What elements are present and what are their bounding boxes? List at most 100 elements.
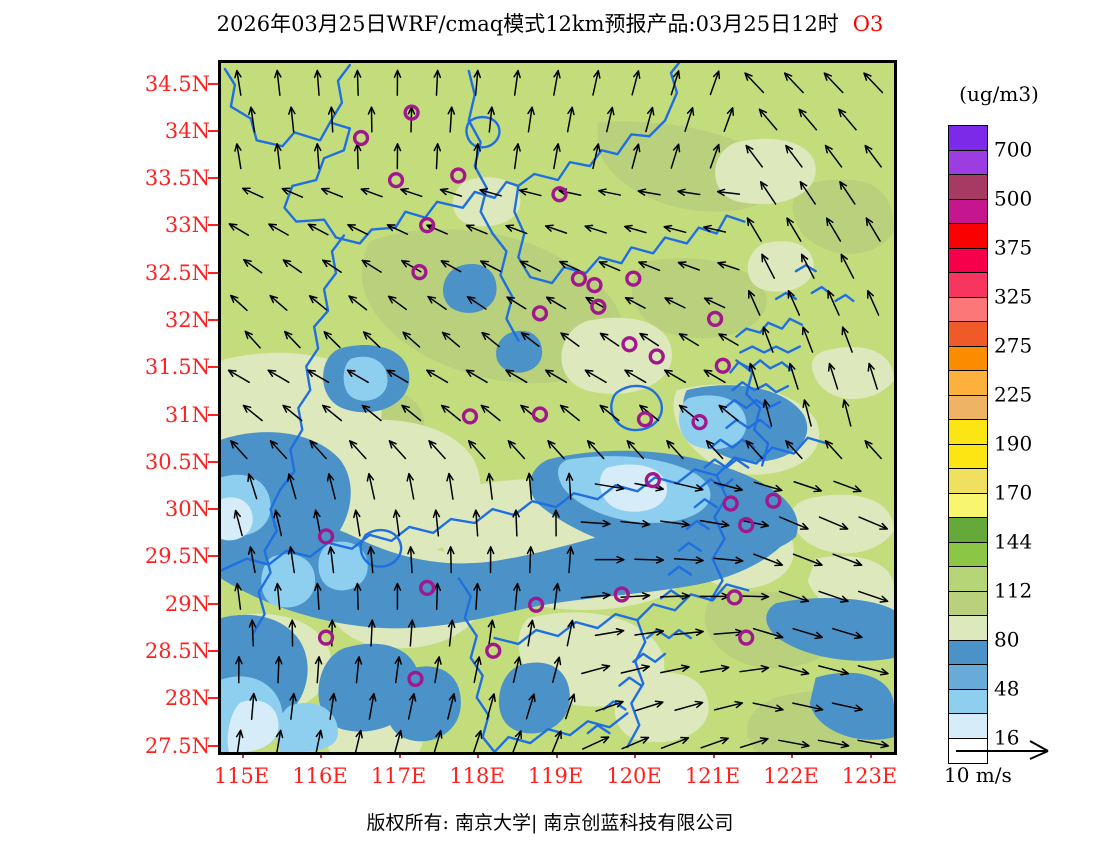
colorbar-cell[interactable] bbox=[949, 273, 987, 298]
station-marker[interactable] bbox=[648, 348, 665, 365]
colorbar[interactable] bbox=[948, 125, 988, 764]
colorbar-cell[interactable] bbox=[949, 689, 987, 714]
wind-arrow bbox=[353, 69, 362, 96]
colorbar-cell[interactable] bbox=[949, 518, 987, 543]
lon-tick-label: 121E bbox=[684, 764, 741, 788]
station-marker[interactable] bbox=[531, 406, 549, 423]
colorbar-cell[interactable] bbox=[949, 224, 987, 249]
wind-scale-reference: 10 m/s bbox=[944, 737, 1084, 797]
colorbar-cell[interactable] bbox=[949, 199, 987, 224]
wind-arrow bbox=[670, 143, 681, 169]
colorbar-cell[interactable] bbox=[949, 371, 987, 396]
wind-arrow bbox=[361, 259, 382, 273]
station-marker[interactable] bbox=[706, 310, 724, 328]
station-marker[interactable] bbox=[613, 586, 630, 603]
station-marker[interactable] bbox=[570, 270, 588, 287]
wind-arrow bbox=[865, 217, 881, 242]
wind-arrow bbox=[793, 481, 823, 493]
colorbar-cell[interactable] bbox=[949, 395, 987, 420]
wind-arrow bbox=[313, 143, 322, 170]
wind-arrow bbox=[526, 546, 535, 574]
colorbar-cell[interactable] bbox=[949, 616, 987, 641]
station-marker[interactable] bbox=[726, 589, 743, 606]
wind-arrow bbox=[505, 224, 528, 235]
colorbar-cell[interactable] bbox=[949, 665, 987, 690]
wind-arrow bbox=[739, 519, 770, 529]
map-plot-area[interactable] bbox=[218, 60, 897, 755]
station-marker[interactable] bbox=[527, 596, 545, 613]
wind-arrow bbox=[703, 297, 726, 309]
colorbar-cell[interactable] bbox=[949, 714, 987, 739]
station-marker[interactable] bbox=[411, 263, 428, 281]
colorbar-cell[interactable] bbox=[949, 444, 987, 469]
wind-arrow bbox=[792, 553, 823, 567]
colorbar-cell[interactable] bbox=[949, 493, 987, 518]
wind-arrow bbox=[631, 70, 641, 96]
station-marker[interactable] bbox=[450, 167, 467, 184]
station-marker[interactable] bbox=[419, 579, 436, 597]
station-marker[interactable] bbox=[644, 472, 661, 489]
station-marker[interactable] bbox=[419, 217, 436, 234]
wind-arrow bbox=[267, 369, 290, 384]
wind-arrow bbox=[281, 187, 304, 198]
wind-arrow bbox=[447, 693, 457, 720]
colorbar-cell[interactable] bbox=[949, 640, 987, 665]
wind-arrow bbox=[287, 546, 296, 574]
wind-arrow bbox=[659, 592, 690, 600]
wind-arrow bbox=[227, 369, 250, 384]
lat-tick-label: 34N bbox=[164, 118, 210, 143]
colorbar-cell[interactable] bbox=[949, 126, 987, 151]
colorbar-cell[interactable] bbox=[949, 297, 987, 322]
colorbar-cell[interactable] bbox=[949, 542, 987, 567]
station-marker[interactable] bbox=[387, 172, 405, 189]
station-marker[interactable] bbox=[590, 298, 607, 315]
colorbar-cell[interactable] bbox=[949, 469, 987, 494]
wind-arrow bbox=[818, 665, 850, 676]
wind-arrow bbox=[792, 627, 824, 640]
station-marker[interactable] bbox=[403, 104, 420, 121]
station-marker[interactable] bbox=[317, 528, 335, 545]
wind-arrow bbox=[684, 106, 695, 133]
wind-arrow bbox=[713, 700, 744, 711]
colorbar-cell[interactable] bbox=[949, 346, 987, 371]
wind-arrow bbox=[621, 736, 650, 750]
station-marker[interactable] bbox=[461, 408, 479, 425]
station-marker[interactable] bbox=[586, 277, 603, 294]
wind-arrow bbox=[393, 143, 402, 170]
wind-arrow bbox=[785, 144, 803, 168]
station-marker[interactable] bbox=[738, 517, 755, 534]
lat-tick-label: 28N bbox=[164, 686, 210, 711]
station-marker[interactable] bbox=[722, 495, 739, 512]
station-marker[interactable] bbox=[485, 642, 502, 659]
colorbar-cell[interactable] bbox=[949, 175, 987, 200]
wind-arrow bbox=[242, 404, 263, 422]
station-marker[interactable] bbox=[407, 670, 424, 687]
wind-arrow bbox=[394, 729, 403, 752]
colorbar-cell[interactable] bbox=[949, 322, 987, 347]
wind-arrow bbox=[313, 69, 322, 96]
colorbar-cell[interactable] bbox=[949, 420, 987, 445]
colorbar-cell[interactable] bbox=[949, 591, 987, 616]
station-marker[interactable] bbox=[625, 270, 642, 287]
wind-arrow bbox=[354, 729, 363, 752]
colorbar-cell[interactable] bbox=[949, 150, 987, 175]
station-marker[interactable] bbox=[691, 413, 708, 431]
station-marker[interactable] bbox=[531, 305, 549, 322]
colorbar-tick-label: 190 bbox=[994, 431, 1033, 456]
station-marker[interactable] bbox=[551, 186, 568, 203]
station-marker[interactable] bbox=[317, 629, 335, 646]
station-marker[interactable] bbox=[738, 629, 755, 646]
wind-arrow bbox=[507, 440, 526, 460]
station-marker[interactable] bbox=[621, 336, 638, 353]
station-marker[interactable] bbox=[636, 411, 654, 428]
station-marker[interactable] bbox=[352, 129, 370, 147]
colorbar-tick-label: 700 bbox=[994, 137, 1033, 162]
lon-tick-label: 122E bbox=[763, 764, 819, 788]
station-marker[interactable] bbox=[765, 492, 782, 509]
wind-arrow bbox=[620, 592, 651, 600]
wind-arrow bbox=[857, 590, 889, 603]
colorbar-cell[interactable] bbox=[949, 567, 987, 592]
wind-arrow bbox=[234, 143, 242, 170]
colorbar-cell[interactable] bbox=[949, 248, 987, 273]
station-marker[interactable] bbox=[714, 357, 731, 374]
